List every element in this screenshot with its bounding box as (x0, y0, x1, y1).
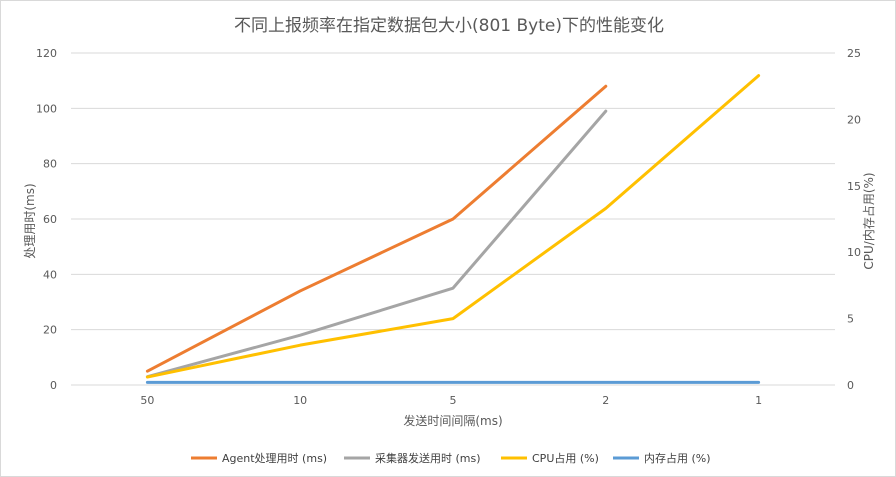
x-axis-title: 发送时间间隔(ms) (403, 413, 502, 428)
series-lines (145, 74, 761, 384)
series-line-0 (145, 84, 608, 373)
legend-label-3: 内存占用 (%) (644, 451, 711, 465)
y-axis-left: 0 20 40 60 80 100 120 (36, 47, 57, 392)
chart-title: 不同上报频率在指定数据包大小(801 Byte)下的性能变化 (234, 16, 664, 36)
x-tick-label: 1 (755, 394, 762, 407)
x-tick-label: 5 (450, 394, 457, 407)
x-tick-label: 50 (140, 394, 154, 407)
legend-label-0: Agent处理用时 (ms) (222, 452, 327, 465)
x-tick-label: 2 (602, 394, 609, 407)
x-axis: 50 10 5 2 1 (140, 394, 762, 407)
x-tick-label: 10 (293, 394, 307, 407)
legend-label-2: CPU占用 (%) (532, 451, 599, 465)
legend: Agent处理用时 (ms) 采集器发送用时 (ms) CPU占用 (%) 内存占用 … (191, 451, 711, 465)
series-line-2 (145, 74, 761, 379)
legend-label-1: 采集器发送用时 (ms) (375, 451, 481, 465)
y2-tick-label: 15 (847, 180, 861, 193)
y-tick-label: 40 (43, 268, 57, 281)
y2-tick-label: 0 (847, 379, 854, 392)
y-tick-label: 60 (43, 213, 57, 226)
y2-tick-label: 5 (847, 313, 854, 326)
y2-tick-label: 20 (847, 113, 861, 126)
y-tick-label: 120 (36, 47, 57, 60)
y-axis-right: 0 5 10 15 20 25 (847, 47, 861, 392)
y-tick-label: 100 (36, 102, 57, 115)
y2-tick-label: 10 (847, 246, 861, 259)
y2-tick-label: 25 (847, 47, 861, 60)
y-tick-label: 0 (50, 379, 57, 392)
series-line-1 (145, 109, 608, 379)
y-tick-label: 20 (43, 324, 57, 337)
y-axis-right-title: CPU/内存占用(%) (861, 172, 876, 269)
y-axis-left-title: 处理用时(ms) (23, 183, 37, 258)
y-tick-label: 80 (43, 158, 57, 171)
gridlines (71, 52, 835, 386)
